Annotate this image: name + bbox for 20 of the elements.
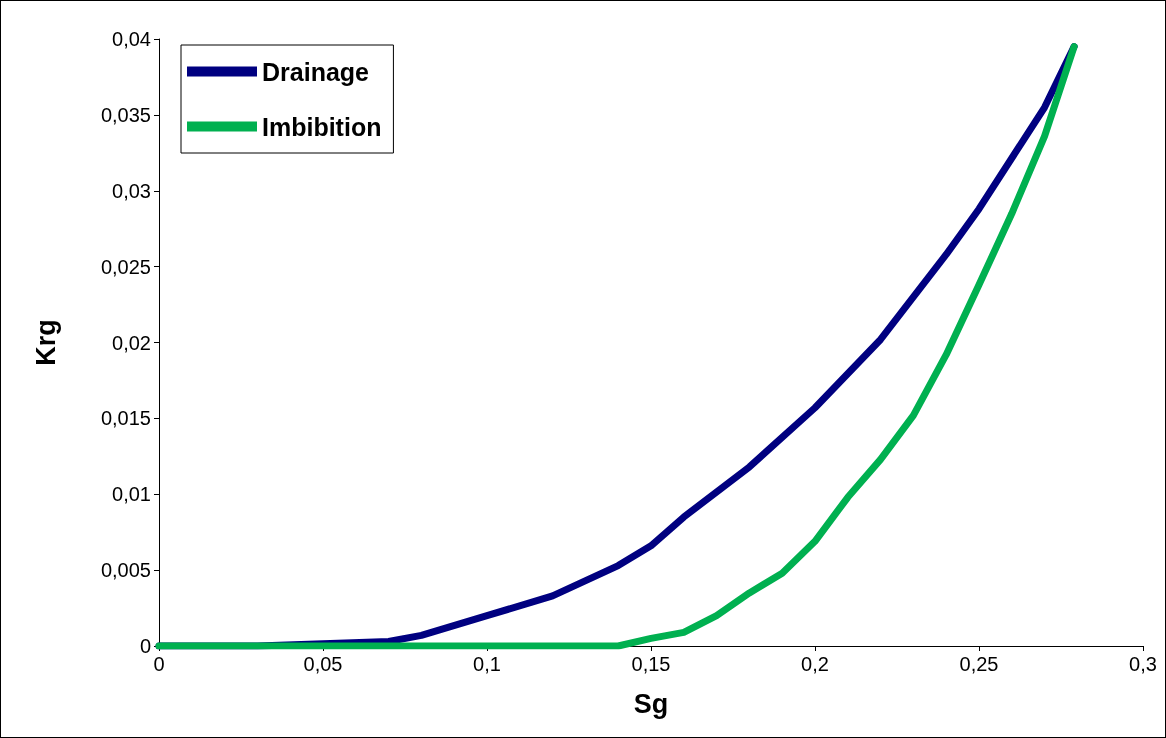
legend-label: Imbibition	[262, 112, 382, 141]
x-axis-title: Sg	[633, 688, 669, 719]
y-tick-label: 0	[139, 635, 151, 657]
x-tick-label: 0,15	[631, 653, 671, 675]
x-tick-label: 0,25	[959, 653, 999, 675]
y-tick-label: 0,005	[100, 559, 151, 582]
y-tick-label: 0,025	[100, 255, 151, 278]
y-tick-label: 0,02	[112, 331, 151, 354]
x-tick-label: 0,3	[1129, 653, 1157, 675]
y-axis-title: Krg	[30, 319, 61, 366]
x-tick-label: 0,1	[473, 653, 501, 675]
x-tick-label: 0	[153, 653, 165, 675]
y-tick-label: 0,04	[112, 28, 151, 50]
y-tick-label: 0,035	[100, 103, 151, 126]
y-tick-label: 0,01	[112, 483, 151, 506]
x-tick-label: 0,05	[303, 653, 343, 675]
legend-label: Drainage	[262, 57, 370, 86]
x-tick-label: 0,2	[801, 653, 829, 675]
y-tick-label: 0,03	[112, 179, 151, 202]
y-tick-label: 0,015	[100, 407, 151, 430]
